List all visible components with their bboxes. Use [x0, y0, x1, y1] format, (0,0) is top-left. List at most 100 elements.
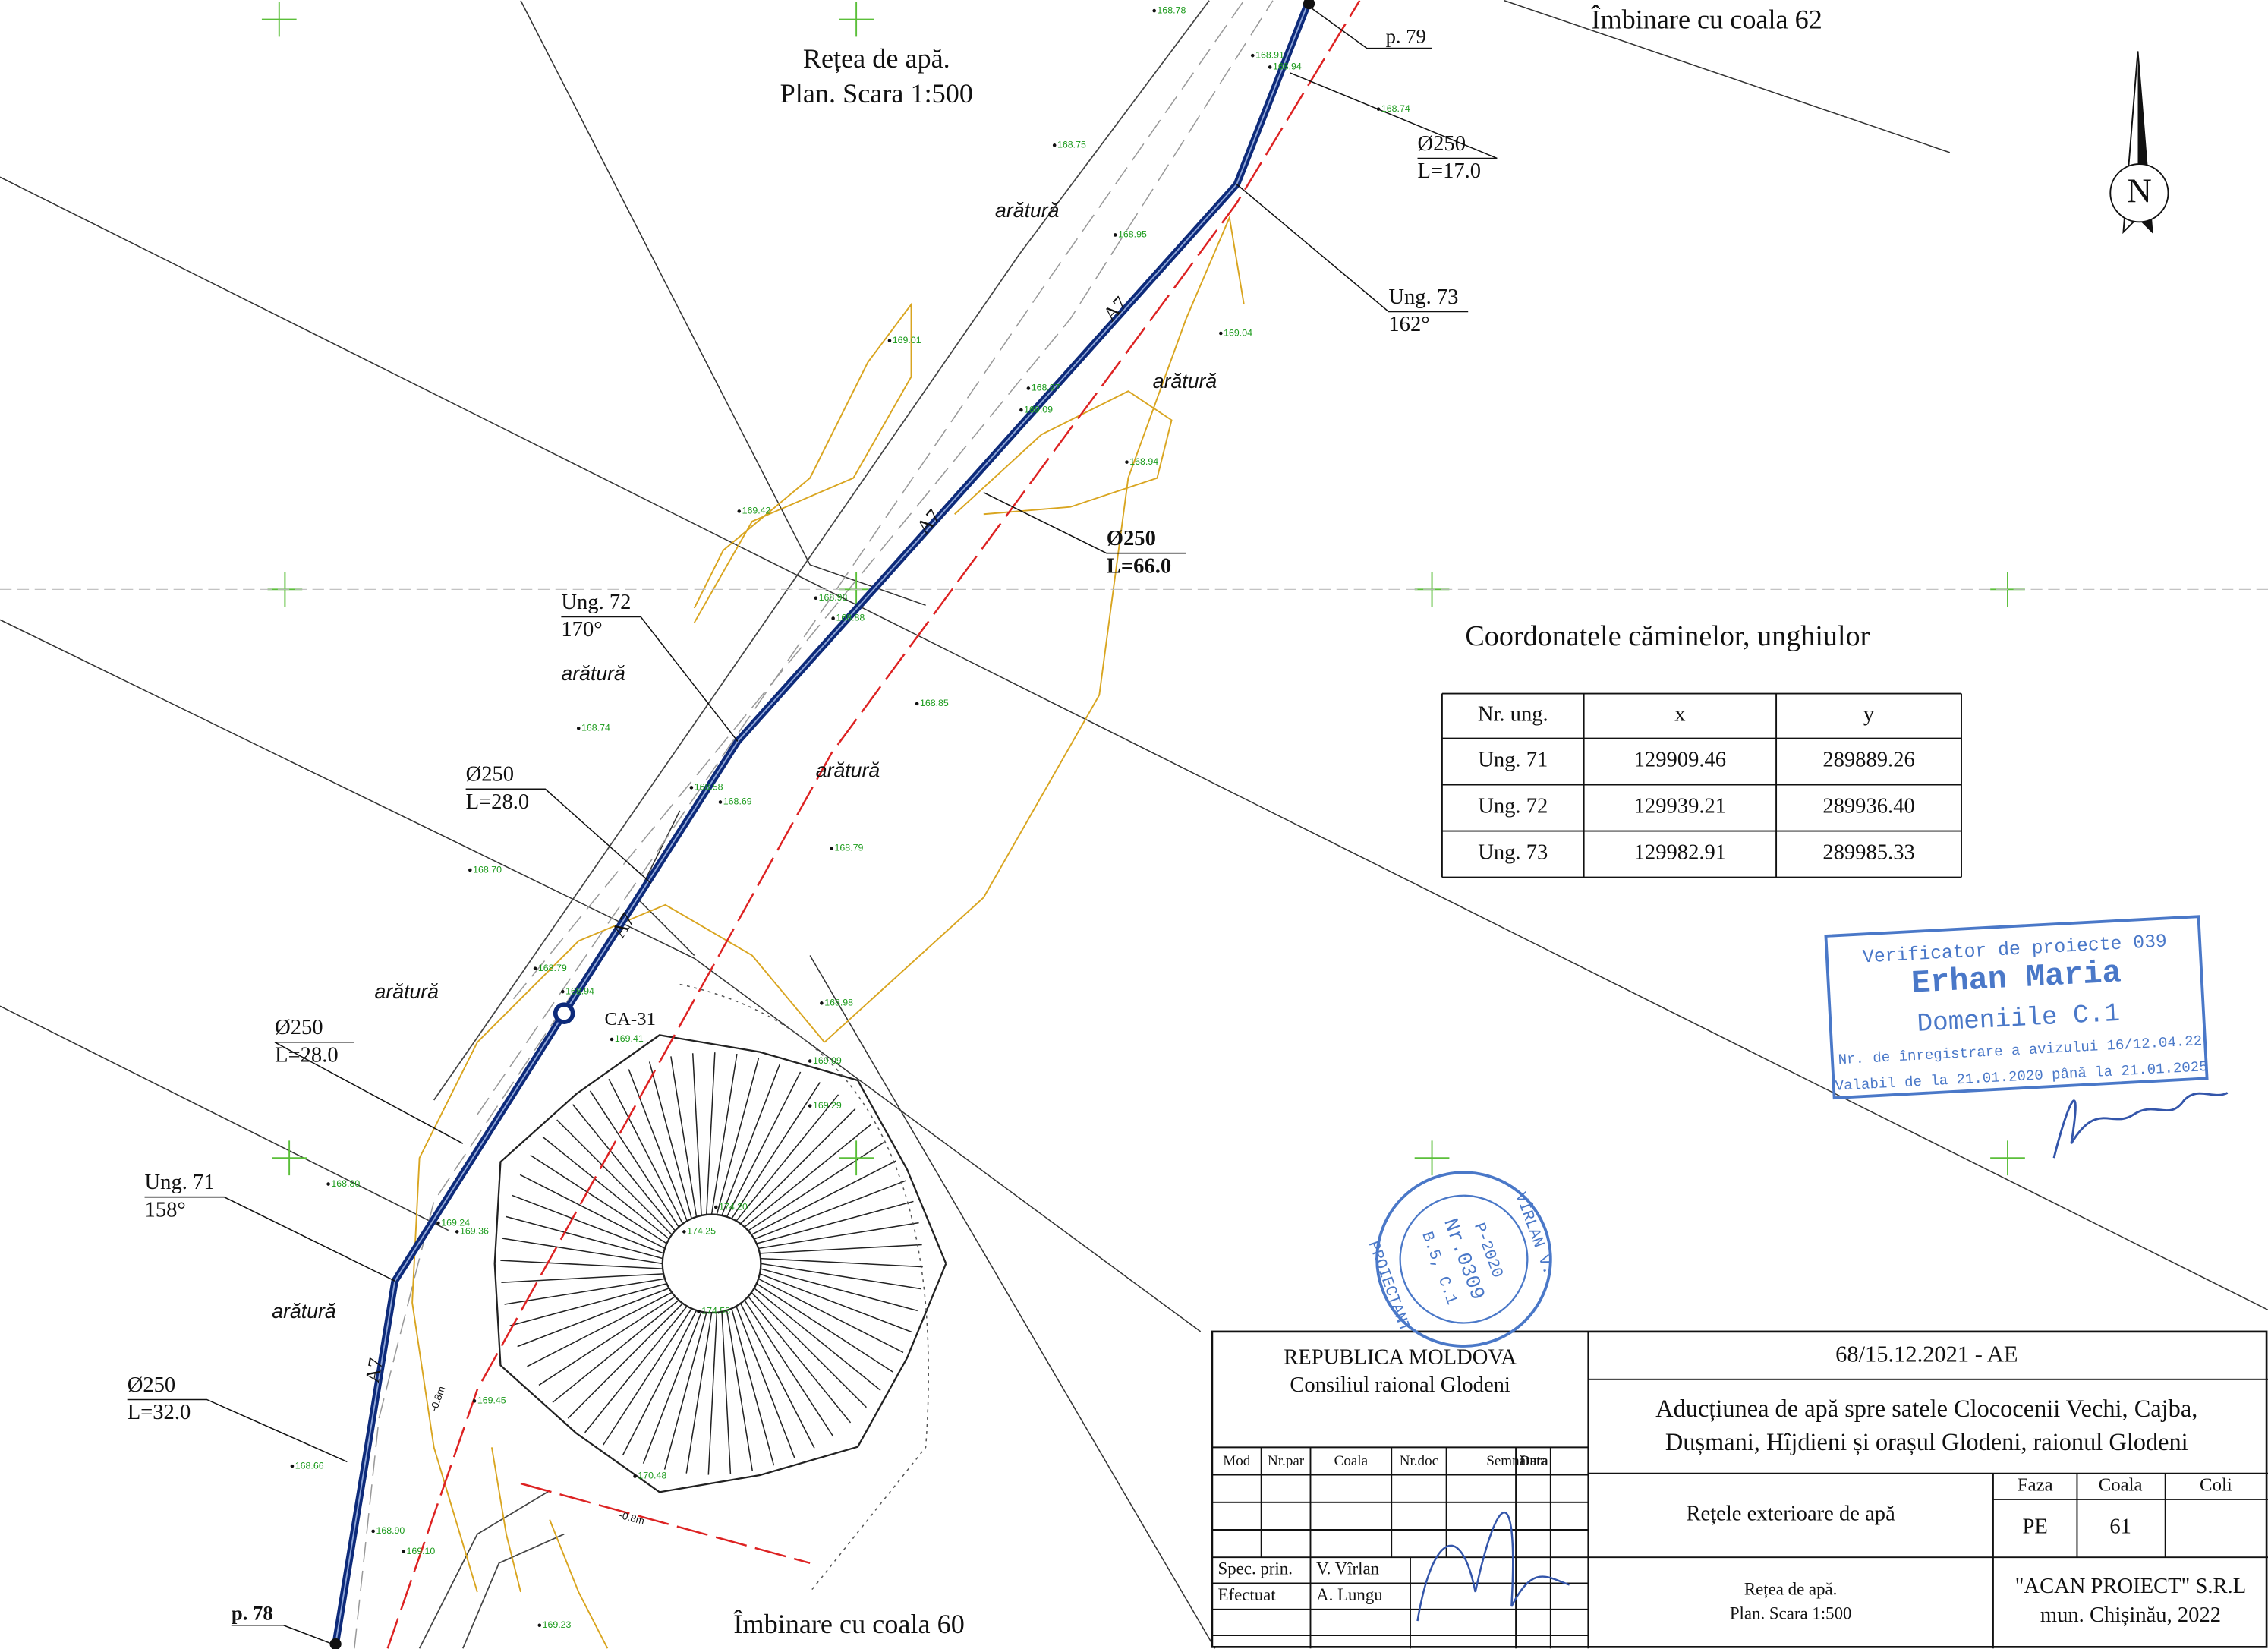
pipe-length: L=28.0 — [466, 790, 530, 814]
stage-header: Coala — [2099, 1475, 2143, 1496]
angle-name: Ung. 71 — [145, 1171, 215, 1194]
elevation-point — [1152, 9, 1156, 13]
pipe-diameter: Ø250 — [1107, 527, 1156, 550]
elevation-point — [371, 1530, 375, 1534]
table-cell: 129939.21 — [1634, 795, 1726, 818]
elevation-label: 169.09 — [1024, 404, 1053, 415]
role: Efectuat — [1218, 1585, 1277, 1604]
elevation-point — [1268, 65, 1272, 69]
pipe-diameter: Ø250 — [128, 1373, 176, 1397]
elevation-point — [1019, 408, 1023, 412]
elevation-label: 168.91 — [1255, 49, 1284, 60]
elevation-point — [610, 1038, 614, 1042]
elevation-point — [915, 702, 919, 706]
table-cell: 289889.26 — [1822, 749, 1914, 772]
elevation-point — [1027, 386, 1031, 390]
stage-value: PE — [2023, 1515, 2048, 1539]
table-cell: 129982.91 — [1634, 841, 1726, 865]
chamber-label: CA-31 — [605, 1009, 656, 1029]
pipe-code: A7 — [361, 1356, 387, 1384]
elevation-point — [820, 1001, 824, 1005]
column-head: Coala — [1334, 1453, 1369, 1469]
elevation-point — [697, 1310, 701, 1313]
angle-name: Ung. 73 — [1388, 285, 1458, 309]
pipe-diameter: Ø250 — [275, 1016, 323, 1039]
elevation-label: 168.95 — [1118, 229, 1147, 240]
elevation-label: 169.29 — [813, 1100, 842, 1111]
table-cell: 289936.40 — [1822, 795, 1914, 818]
pipe-length: L=17.0 — [1418, 159, 1482, 183]
title-block: REPUBLICA MOLDOVA Consiliul raional Glode… — [1212, 1332, 2268, 1648]
elevation-label: 168.78 — [1157, 5, 1186, 15]
point-label: p. 78 — [232, 1602, 273, 1625]
elevation-point — [714, 1206, 718, 1209]
sheet-title: Rețea de apă. — [1744, 1579, 1837, 1598]
elevation-label: 168.94 — [1273, 61, 1302, 72]
elevation-label: 168.75 — [1057, 140, 1086, 150]
elevation-point — [830, 847, 833, 850]
elevation-label: 168.98 — [819, 592, 848, 603]
point-label: p. 79 — [1386, 24, 1426, 47]
land-label: arătură — [375, 980, 439, 1003]
country: REPUBLICA MOLDOVA — [1284, 1346, 1517, 1370]
stage-header: Faza — [2018, 1475, 2053, 1496]
table-header: x — [1674, 703, 1685, 727]
project-code: 68/15.12.2021 - AE — [1835, 1341, 2018, 1367]
table-cell: Ung. 73 — [1478, 841, 1548, 865]
land-label: arătură — [816, 758, 880, 781]
section: Rețele exterioare de apă — [1686, 1502, 1895, 1525]
land-label: arătură — [561, 662, 625, 685]
land-label: arătură — [272, 1300, 335, 1323]
table-cell: 289985.33 — [1822, 841, 1914, 865]
elevation-label: 168.74 — [1381, 103, 1410, 114]
angle-value: 158° — [145, 1198, 186, 1222]
elevation-label: 169.01 — [893, 335, 921, 345]
elevation-label: 168.66 — [295, 1460, 324, 1471]
elevation-point — [468, 869, 472, 872]
elevation-point — [1251, 54, 1255, 58]
land-label: arătură — [995, 199, 1059, 222]
page: Nr. ung. x y Ung. 71 129909.46 289889.26 Ung. … — [0, 0, 2268, 1649]
table-header: Nr. ung. — [1478, 703, 1548, 727]
table-header: y — [1863, 703, 1875, 727]
join-label: Îmbinare cu coala 60 — [733, 1609, 964, 1639]
elevation-label: 174.25 — [687, 1226, 716, 1237]
company: mun. Chișinău, 2022 — [2040, 1603, 2221, 1627]
elevation-point — [633, 1474, 637, 1478]
elevation-label: 169.10 — [406, 1546, 435, 1556]
elevation-point — [538, 1623, 542, 1627]
elevation-point — [577, 727, 581, 730]
council: Consiliul raional Glodeni — [1290, 1373, 1510, 1397]
elevation-point — [808, 1059, 812, 1063]
elevation-point — [473, 1399, 477, 1403]
elevation-point — [1053, 143, 1057, 147]
elevation-point — [561, 990, 565, 994]
table-title: Coordonatele căminelor, unghiulor — [1465, 620, 1870, 652]
elevation-label: 170.48 — [638, 1471, 666, 1481]
elevation-label: 168.88 — [836, 613, 865, 623]
elevation-point — [814, 596, 817, 600]
column-head: Nr.par — [1268, 1453, 1305, 1469]
elevation-point — [455, 1230, 459, 1234]
title: Rețea de apă. — [803, 43, 950, 74]
column-head: Mod — [1223, 1453, 1250, 1469]
angle-value: 162° — [1388, 313, 1429, 336]
elevation-label: 169.42 — [742, 506, 771, 516]
elevation-point — [326, 1182, 330, 1186]
elevation-label: 168.74 — [581, 723, 610, 733]
elevation-point — [1114, 233, 1117, 237]
angle-name: Ung. 72 — [561, 591, 631, 614]
elevation-label: 168.79 — [835, 843, 864, 853]
elevation-point — [831, 616, 835, 620]
column-head: Data — [1520, 1453, 1548, 1469]
elevation-label: 168.94 — [565, 985, 594, 996]
elevation-point — [719, 800, 723, 804]
table-cell: 129909.46 — [1634, 749, 1726, 772]
person: A. Lungu — [1316, 1585, 1383, 1604]
role: Spec. prin. — [1218, 1559, 1293, 1578]
column-head: Nr.doc — [1400, 1453, 1438, 1469]
company: "ACAN PROIECT" S.R.L — [2015, 1575, 2246, 1598]
elevation-point — [888, 339, 892, 342]
stage-value: 61 — [2109, 1515, 2131, 1539]
elevation-label: 168.80 — [331, 1178, 360, 1189]
